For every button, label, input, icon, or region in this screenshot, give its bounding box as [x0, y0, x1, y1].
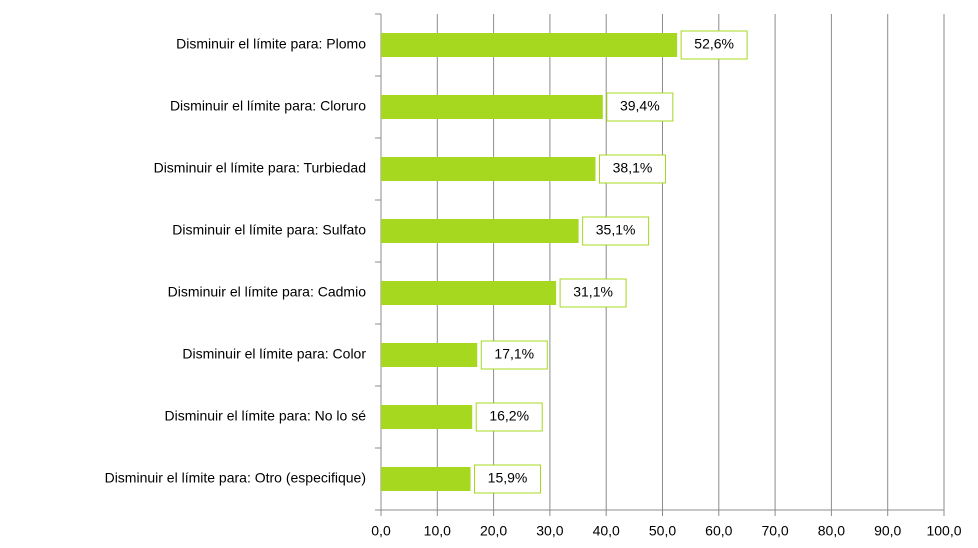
bar: [381, 343, 478, 367]
data-label-box: [559, 278, 627, 308]
bar: [381, 281, 557, 305]
bar: [381, 33, 678, 57]
data-label-box: [606, 92, 674, 122]
y-tick-label: Disminuir el límite para: Color: [182, 346, 366, 362]
y-tick-label: Disminuir el límite para: Cloruro: [170, 98, 366, 114]
x-tick-label: 30,0: [536, 523, 563, 539]
data-label: 35,1%: [596, 222, 636, 238]
bar: [381, 157, 596, 181]
data-label: 38,1%: [613, 160, 653, 176]
y-tick-label: Disminuir el límite para: Cadmio: [168, 284, 367, 300]
y-tick-label: Disminuir el límite para: Turbiedad: [154, 160, 366, 176]
data-label: 15,9%: [488, 470, 528, 486]
data-label: 17,1%: [494, 346, 534, 362]
data-label-box: [599, 154, 667, 184]
data-label: 31,1%: [573, 284, 613, 300]
bar: [381, 219, 579, 243]
data-label: 39,4%: [620, 98, 660, 114]
y-tick-label: Disminuir el límite para: Plomo: [176, 36, 366, 52]
x-tick-label: 10,0: [424, 523, 451, 539]
y-tick-label: Disminuir el límite para: Sulfato: [172, 222, 366, 238]
y-tick-label: Disminuir el límite para: Otro (especifi…: [105, 470, 366, 486]
data-label-box: [475, 402, 543, 432]
bar: [381, 467, 471, 491]
x-tick-label: 70,0: [761, 523, 788, 539]
data-label: 52,6%: [694, 36, 734, 52]
data-label-box: [474, 464, 542, 494]
y-tick-label: Disminuir el límite para: No lo sé: [164, 408, 366, 424]
x-tick-label: 90,0: [874, 523, 901, 539]
bar: [381, 405, 473, 429]
x-tick-label: 80,0: [818, 523, 845, 539]
x-tick-label: 50,0: [649, 523, 676, 539]
data-label-box: [480, 340, 548, 370]
data-label-box: [582, 216, 650, 246]
data-label-box: [680, 30, 748, 60]
x-tick-label: 0,0: [371, 523, 391, 539]
x-tick-label: 40,0: [593, 523, 620, 539]
bar: [381, 95, 603, 119]
x-tick-label: 100,0: [926, 523, 961, 539]
data-label: 16,2%: [489, 408, 529, 424]
x-tick-label: 60,0: [705, 523, 732, 539]
x-tick-label: 20,0: [480, 523, 507, 539]
